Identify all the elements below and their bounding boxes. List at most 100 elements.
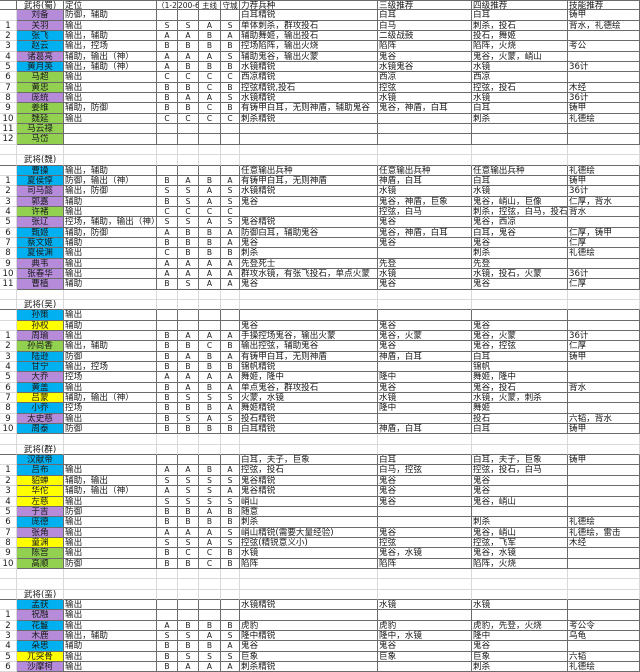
grade-cell[interactable]: A xyxy=(157,227,178,238)
empty-cell[interactable] xyxy=(240,444,378,456)
level3-recommend[interactable]: 控弦 xyxy=(378,537,472,549)
level3-recommend[interactable]: 鬼谷 xyxy=(378,217,472,228)
empty-cell[interactable] xyxy=(64,155,157,166)
skill-recommend[interactable]: 36计 xyxy=(568,186,640,197)
empty-cell[interactable] xyxy=(178,579,199,590)
grade-cell[interactable]: S xyxy=(221,186,240,197)
general-name[interactable]: 沙摩柯 xyxy=(17,662,64,672)
grade-cell[interactable]: B xyxy=(199,237,221,249)
role-cell[interactable]: 输出 xyxy=(64,113,157,125)
grade-cell[interactable]: B xyxy=(157,196,178,207)
empty-cell[interactable] xyxy=(157,434,178,445)
grade-cell[interactable]: B xyxy=(199,227,221,238)
empty-cell[interactable] xyxy=(0,144,17,156)
grade-cell[interactable]: A xyxy=(199,527,221,538)
empty-cell[interactable] xyxy=(178,299,199,311)
role-cell[interactable]: 输出 xyxy=(64,496,157,507)
grade-cell[interactable]: B xyxy=(178,248,199,259)
empty-cell[interactable] xyxy=(568,568,640,580)
grade-cell[interactable]: A xyxy=(199,20,221,32)
grade-cell[interactable]: A xyxy=(157,486,178,497)
skill-recommend[interactable] xyxy=(568,548,640,559)
empty-cell[interactable] xyxy=(378,589,472,600)
level4-recommend[interactable]: 隆中 xyxy=(472,630,568,642)
role-cell[interactable]: 输出，辅助（神） xyxy=(64,62,157,73)
empty-cell[interactable] xyxy=(199,299,221,311)
grade-cell[interactable]: B xyxy=(199,424,221,435)
grade-cell[interactable] xyxy=(221,134,240,145)
general-name[interactable]: 刘备 xyxy=(17,10,64,21)
grade-cell[interactable]: S xyxy=(221,496,240,507)
grade-cell[interactable]: A xyxy=(178,268,199,280)
role-cell[interactable]: 辅助 xyxy=(64,320,157,331)
grade-cell[interactable]: B xyxy=(221,424,240,435)
grade-cell[interactable]: A xyxy=(221,662,240,672)
general-name[interactable]: 周泰 xyxy=(17,424,64,435)
skill-recommend[interactable]: 背水 xyxy=(568,206,640,218)
grade-cell[interactable]: B xyxy=(199,41,221,52)
grade-cell[interactable]: A xyxy=(221,331,240,342)
level4-recommend[interactable]: 鬼谷，峭山 xyxy=(472,496,568,507)
grade-cell[interactable] xyxy=(221,10,240,21)
skill-recommend[interactable] xyxy=(568,134,640,145)
general-name[interactable]: 赵云 xyxy=(17,41,64,52)
general-name[interactable]: 华佗 xyxy=(17,486,64,497)
grade-cell[interactable]: B xyxy=(199,175,221,187)
skill-recommend[interactable]: 铸甲 xyxy=(568,455,640,466)
level4-recommend[interactable]: 刺杀，控弦，白马，投石 xyxy=(472,206,568,218)
general-name[interactable]: 马超 xyxy=(17,72,64,83)
grade-cell[interactable]: B xyxy=(178,558,199,569)
grade-cell[interactable]: C xyxy=(221,206,240,218)
level4-recommend[interactable]: 巨象 xyxy=(472,651,568,662)
general-name[interactable]: 吕蒙 xyxy=(17,393,64,404)
recommended-troop[interactable]: 刺杀 xyxy=(240,517,378,528)
grade-cell[interactable]: A xyxy=(221,31,240,42)
recommended-troop[interactable]: 输出控弦，辅助鬼谷 xyxy=(240,341,378,352)
grade-cell[interactable]: A xyxy=(199,413,221,425)
grade-cell[interactable]: S xyxy=(178,475,199,487)
level4-recommend[interactable]: 鬼谷，投石 xyxy=(472,382,568,394)
skill-recommend[interactable]: 背水，礼德绘 xyxy=(568,20,640,32)
level4-recommend[interactable] xyxy=(472,610,568,621)
skill-recommend[interactable] xyxy=(568,403,640,414)
role-cell[interactable]: 输出 xyxy=(64,662,157,672)
level4-recommend[interactable]: 刺杀，投石 xyxy=(472,20,568,32)
level3-recommend[interactable] xyxy=(378,413,472,425)
grade-cell[interactable]: B xyxy=(178,341,199,352)
section-title[interactable]: 武将(群) xyxy=(17,444,64,456)
empty-cell[interactable] xyxy=(472,289,568,300)
level4-recommend[interactable]: 白耳，夫子，巨象 xyxy=(472,455,568,466)
grade-cell[interactable]: S xyxy=(178,186,199,197)
recommended-troop[interactable]: 群攻水镜，有张飞投石，单点火蒙 xyxy=(240,268,378,280)
level4-recommend[interactable]: 控弦，投石 xyxy=(472,82,568,94)
grade-cell[interactable]: A xyxy=(178,31,199,42)
empty-cell[interactable] xyxy=(157,444,178,456)
empty-cell[interactable] xyxy=(472,579,568,590)
skill-recommend[interactable] xyxy=(568,320,640,331)
recommended-troop[interactable]: 辅助舞姬，输出投石 xyxy=(240,31,378,42)
grade-cell[interactable]: B xyxy=(157,424,178,435)
empty-cell[interactable] xyxy=(157,299,178,311)
grade-cell[interactable] xyxy=(178,599,199,611)
general-name[interactable]: 马云禄 xyxy=(17,124,64,135)
level4-recommend[interactable]: 虎豹，先登，火烧 xyxy=(472,620,568,631)
skill-recommend[interactable] xyxy=(568,258,640,269)
skill-recommend[interactable]: 考公 xyxy=(568,41,640,52)
grade-cell[interactable]: S xyxy=(157,20,178,32)
grade-cell[interactable]: B xyxy=(199,62,221,73)
level4-recommend[interactable]: 控弦，投石，白马 xyxy=(472,465,568,476)
recommended-troop[interactable]: 虎豹 xyxy=(240,620,378,631)
empty-cell[interactable] xyxy=(378,434,472,445)
grade-cell[interactable] xyxy=(157,310,178,321)
empty-cell[interactable] xyxy=(240,579,378,590)
skill-recommend[interactable]: 礼德绘 xyxy=(568,662,640,672)
grade-cell[interactable]: S xyxy=(178,537,199,549)
level4-recommend[interactable]: 舞姬，隆中 xyxy=(472,372,568,383)
row-number-cell[interactable] xyxy=(0,299,17,311)
role-cell[interactable] xyxy=(64,124,157,135)
general-name[interactable]: 黄忠 xyxy=(17,82,64,94)
grade-cell[interactable]: S xyxy=(199,486,221,497)
role-cell[interactable]: 辅助 xyxy=(64,237,157,249)
level3-recommend[interactable]: 任意输出兵种 xyxy=(378,165,472,176)
empty-cell[interactable] xyxy=(221,589,240,600)
